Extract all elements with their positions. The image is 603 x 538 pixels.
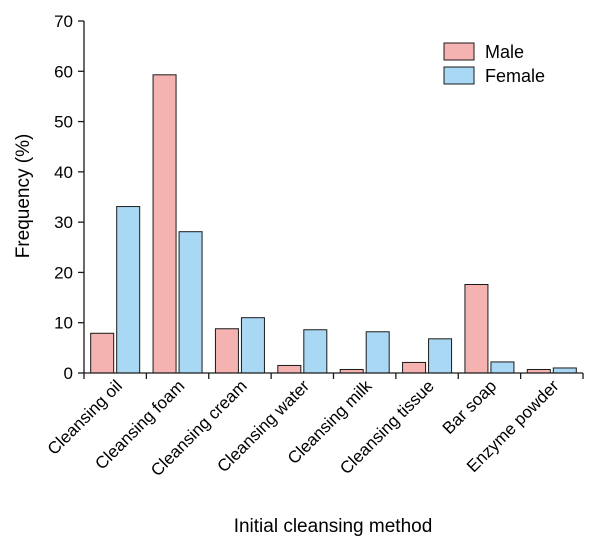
- bars-layer: [90, 74, 577, 374]
- bar-female-cleansing-tissue: [428, 338, 453, 374]
- y-axis: 0 10 20 30 40 50 60 70: [54, 12, 85, 383]
- legend-swatch-female: [443, 66, 475, 85]
- y-tick-label-70: 70: [54, 12, 73, 31]
- bar-male-cleansing-oil: [90, 332, 115, 374]
- bar-male-cleansing-foam: [152, 74, 177, 374]
- y-tick-label-50: 50: [54, 113, 73, 132]
- y-tick-label-60: 60: [54, 62, 73, 81]
- bar-female-cleansing-oil: [116, 206, 141, 374]
- bar-female-cleansing-milk: [365, 331, 390, 374]
- legend-label-male: Male: [485, 42, 524, 62]
- bar-female-cleansing-cream: [240, 317, 265, 374]
- bar-female-cleansing-water: [303, 329, 328, 374]
- bar-male-cleansing-tissue: [402, 361, 427, 374]
- bar-female-cleansing-foam: [178, 231, 203, 374]
- bar-female-bar-soap: [490, 361, 515, 374]
- x-axis-title: Initial cleansing method: [234, 516, 433, 537]
- bar-female-enzyme-powder: [552, 367, 577, 374]
- bar-male-cleansing-cream: [214, 328, 239, 374]
- legend-swatch-male: [443, 42, 475, 61]
- legend: Male Female: [443, 42, 545, 86]
- bar-male-bar-soap: [464, 283, 489, 374]
- bar-male-cleansing-water: [277, 364, 302, 374]
- y-axis-title: Frequency (%): [13, 134, 34, 259]
- y-tick-label-20: 20: [54, 263, 73, 282]
- x-tick-label-bar-soap: Bar soap: [439, 376, 501, 438]
- y-tick-label-40: 40: [54, 163, 73, 182]
- legend-label-female: Female: [485, 66, 545, 86]
- y-tick-label-10: 10: [54, 314, 73, 333]
- y-tick-label-30: 30: [54, 213, 73, 232]
- y-tick-label-0: 0: [64, 364, 73, 383]
